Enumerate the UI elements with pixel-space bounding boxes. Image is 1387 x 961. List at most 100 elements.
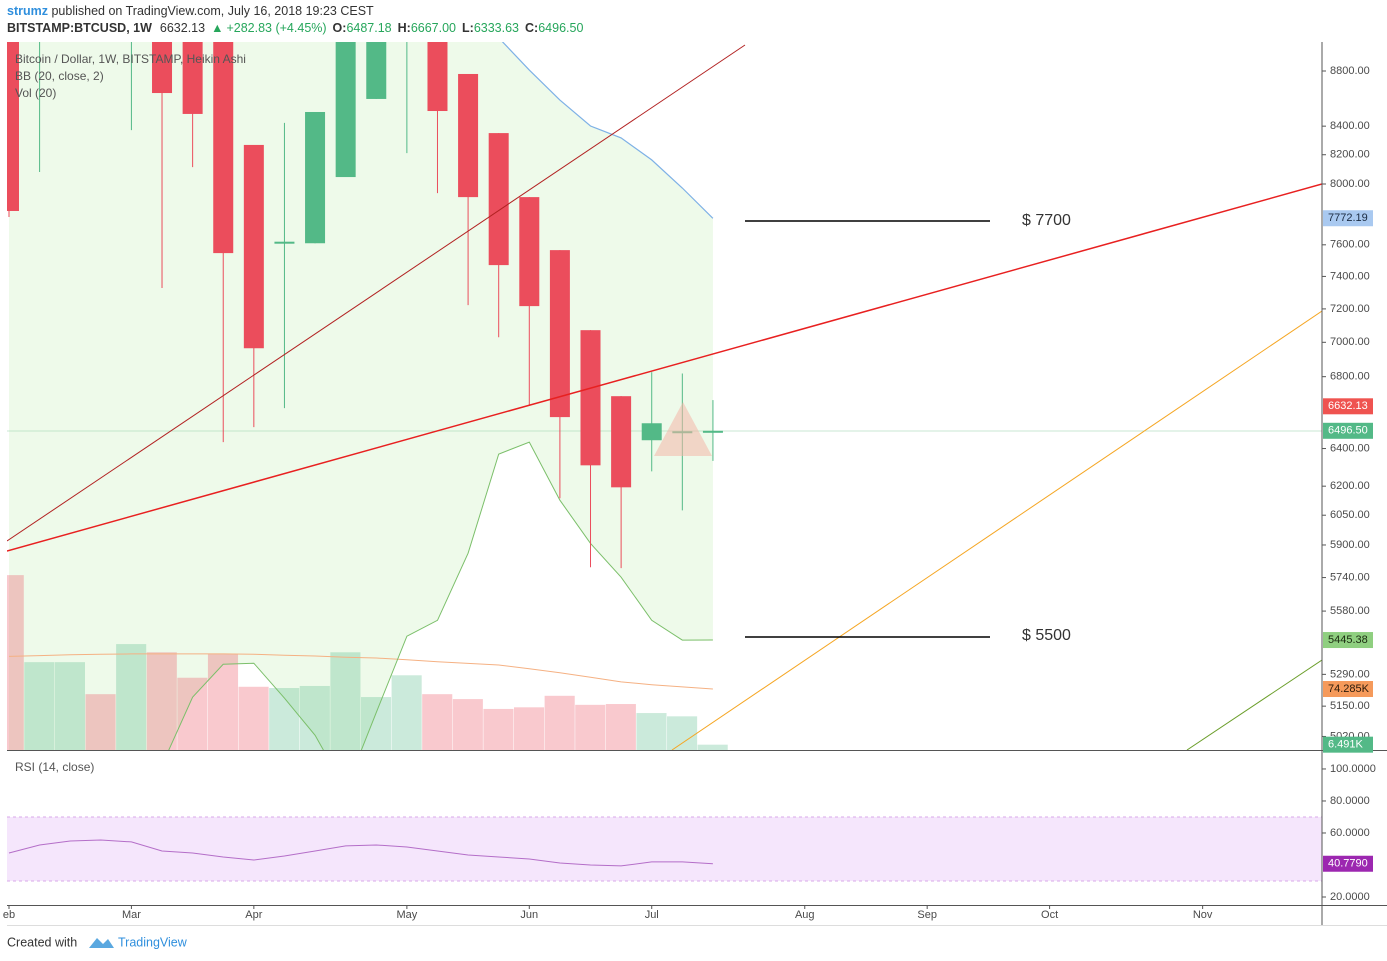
x-tick-label: Sep <box>917 909 937 921</box>
price-tag <box>1323 422 1373 439</box>
candle-body <box>243 144 264 349</box>
volume-ma <box>8 653 713 690</box>
change-arrow: ▲ <box>211 21 223 35</box>
bb-upper <box>501 42 714 219</box>
y-tick-label: 6200.00 <box>1330 480 1370 492</box>
annotation: $ 7700 <box>1022 212 1071 229</box>
volume-bar <box>391 675 422 750</box>
ohlc-value: 6496.50 <box>538 21 583 35</box>
ohlc-value: 6487.18 <box>346 21 391 35</box>
volume-bar <box>24 662 55 750</box>
ohlc-name: H: <box>398 21 411 35</box>
volume-bar <box>146 652 177 750</box>
volume-bar <box>54 662 86 750</box>
legend-indicator: Vol (20) <box>15 86 56 100</box>
bb-lower <box>168 441 713 750</box>
y-tick-label: 7400.00 <box>1330 270 1370 282</box>
header-line: strumz published on TradingView.com, Jul… <box>7 4 374 18</box>
candle-body <box>702 430 723 433</box>
price-tag-label: 6.491K <box>1328 739 1364 751</box>
volume-bar <box>667 716 698 750</box>
y-tick-label: 6400.00 <box>1330 442 1370 454</box>
volume-bar <box>299 685 330 750</box>
price-tag <box>1323 855 1373 872</box>
x-tick-label: eb <box>3 909 15 921</box>
candle-body <box>549 250 570 418</box>
candle-body <box>641 423 662 441</box>
footer: Created with TradingView <box>7 935 188 949</box>
candle-body <box>335 42 356 178</box>
main-pane <box>7 42 1322 750</box>
y-tick-label: 100.0000 <box>1330 763 1376 775</box>
volume-bar <box>360 697 392 750</box>
brand-link[interactable]: TradingView <box>118 935 188 949</box>
symbol: BITSTAMP:BTCUSD, 1W <box>7 21 152 35</box>
volume-bar <box>605 704 636 750</box>
volume-bar <box>238 686 269 750</box>
volume-bar <box>636 713 667 750</box>
volume-bar <box>85 694 116 750</box>
y-tick-label: 6800.00 <box>1330 371 1370 383</box>
ohlc-name: L: <box>462 21 474 35</box>
price-tag <box>1323 736 1373 753</box>
author: strumz <box>7 4 48 18</box>
y-tick-label: 8000.00 <box>1330 178 1370 190</box>
y-tick-label: 5580.00 <box>1330 605 1370 617</box>
x-tick-label: Oct <box>1041 909 1058 921</box>
y-tick-label: 20.0000 <box>1330 891 1370 903</box>
price-tag-label: 40.7790 <box>1328 858 1368 870</box>
candle-body <box>305 111 326 244</box>
y-tick-label: 8200.00 <box>1330 149 1370 161</box>
volume-bar <box>697 744 728 750</box>
x-tick-label: May <box>396 909 417 921</box>
rsi-band <box>7 816 1322 881</box>
volume-bar <box>513 707 545 750</box>
candle-body <box>213 42 234 254</box>
y-tick-label: 7600.00 <box>1330 239 1370 251</box>
trend-line <box>1186 659 1322 750</box>
y-tick-label: 5150.00 <box>1330 700 1370 712</box>
rsi-line <box>8 839 713 867</box>
volume-bar <box>575 704 606 750</box>
volume-bar <box>330 652 361 750</box>
x-tick-label: Jun <box>520 909 538 921</box>
price-tag-label: 5445.38 <box>1328 634 1368 646</box>
last-price: 6632.13 <box>160 21 205 35</box>
logo[interactable] <box>89 938 114 948</box>
y-tick-label: 80.0000 <box>1330 795 1370 807</box>
price-tag-label: 6632.13 <box>1328 400 1368 412</box>
warning-icon <box>654 402 712 456</box>
trend-line <box>671 310 1322 750</box>
candle-body <box>519 197 540 307</box>
candle-body <box>7 42 19 211</box>
published: published on TradingView.com, July 16, 2… <box>51 4 374 18</box>
annotation: $ 5500 <box>1022 627 1071 644</box>
candle-body <box>366 42 387 99</box>
volume-bar <box>422 694 453 750</box>
volume-bar <box>483 708 514 750</box>
footer-text: Created with <box>7 935 77 949</box>
candle-body <box>182 42 203 114</box>
x-tick-label: Nov <box>1193 909 1213 921</box>
y-tick-label: 8800.00 <box>1330 65 1370 77</box>
symbol-line: BITSTAMP:BTCUSD, 1W 6632.13 ▲ +282.83 (+4.4… <box>7 21 583 35</box>
price-tag-label: 6496.50 <box>1328 425 1368 437</box>
price-tag <box>1323 681 1373 698</box>
candle-body <box>611 396 632 488</box>
volume-bar <box>452 699 483 750</box>
candle-body <box>580 330 601 466</box>
rsi-title: RSI (14, close) <box>15 760 94 774</box>
price-tag-label: 7772.19 <box>1328 212 1368 224</box>
volume-bar <box>7 575 24 750</box>
y-tick-label: 5900.00 <box>1330 539 1370 551</box>
price-tag <box>1323 632 1373 649</box>
rsi-pane <box>7 816 1322 882</box>
candle-body <box>152 42 173 94</box>
y-tick-label: 7000.00 <box>1330 336 1370 348</box>
ohlc-value: 6667.00 <box>411 21 456 35</box>
y-tick-label: 5740.00 <box>1330 571 1370 583</box>
x-tick-label: Jul <box>645 909 659 921</box>
x-tick-label: Mar <box>122 909 141 921</box>
y-tick-label: 5290.00 <box>1330 668 1370 680</box>
candle-body <box>488 133 509 266</box>
